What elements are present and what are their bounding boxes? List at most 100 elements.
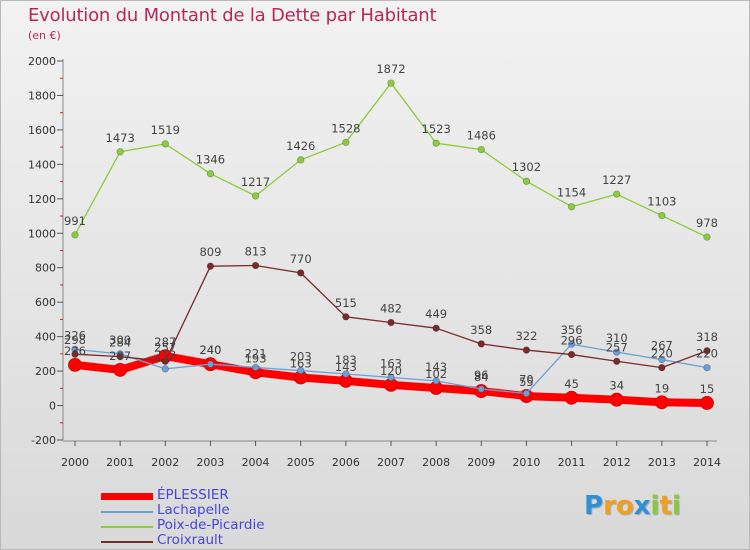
data-label: 163 — [380, 356, 402, 370]
data-point — [700, 396, 714, 410]
data-point — [387, 318, 395, 327]
data-label: 213 — [154, 348, 176, 362]
data-point — [567, 350, 576, 359]
data-point — [613, 348, 621, 356]
data-label: 515 — [335, 296, 357, 310]
data-point — [251, 261, 260, 270]
data-point — [522, 346, 531, 354]
y-tick-label: -200 — [31, 434, 56, 447]
y-tick-label: 0 — [49, 400, 56, 413]
legend-swatch — [101, 511, 153, 513]
data-point — [342, 313, 350, 321]
data-label: 1528 — [331, 121, 360, 135]
data-label: 183 — [335, 353, 357, 367]
data-point — [297, 156, 305, 164]
data-point — [71, 350, 79, 358]
x-tick-label: 2007 — [377, 456, 405, 469]
data-label: 257 — [606, 340, 628, 354]
data-point — [567, 340, 576, 348]
x-tick-label: 2001 — [106, 456, 134, 469]
data-label: 70 — [519, 372, 534, 386]
data-label: 813 — [245, 244, 267, 258]
y-tick-label: 1000 — [28, 227, 56, 240]
data-label: 220 — [696, 347, 718, 361]
data-label: 1872 — [376, 62, 405, 76]
data-label: 236 — [64, 344, 86, 358]
data-label: 1103 — [647, 195, 676, 209]
chart-subtitle: (en €) — [28, 29, 61, 42]
data-point — [71, 231, 79, 239]
data-label: 34 — [609, 379, 624, 393]
data-label: 84 — [474, 370, 489, 384]
logo-letter: i — [650, 491, 660, 521]
data-label: 809 — [199, 245, 221, 259]
data-label: 310 — [606, 331, 628, 345]
logo-letter: P — [584, 491, 604, 521]
data-point — [703, 363, 711, 372]
x-tick-label: 2002 — [151, 456, 179, 469]
legend-label: Poix-de-Picardie — [157, 517, 265, 533]
logo-letter: t — [659, 491, 672, 521]
x-tick-label: 2008 — [422, 456, 450, 469]
data-label: 322 — [515, 329, 537, 343]
legend-label: ÉPLESSIER — [157, 487, 229, 503]
data-label: 318 — [696, 330, 718, 344]
data-point — [703, 233, 711, 241]
logo-letter: o — [615, 491, 634, 521]
data-point — [522, 177, 531, 185]
data-label: 96 — [474, 368, 489, 382]
data-point — [116, 352, 124, 361]
series-line-poix-de-picardie — [74, 82, 708, 238]
data-point — [477, 385, 485, 393]
data-label: 1519 — [151, 123, 180, 137]
y-tick-label: 2000 — [28, 55, 56, 68]
data-point — [432, 324, 440, 332]
data-label: 193 — [245, 351, 267, 365]
data-point — [387, 79, 395, 87]
logo-letter: r — [603, 491, 616, 521]
data-label: 284 — [109, 336, 131, 350]
data-label: 1473 — [106, 131, 135, 145]
data-label: 221 — [245, 346, 267, 360]
data-point — [113, 362, 128, 377]
data-point — [658, 211, 666, 220]
data-point — [342, 370, 350, 378]
data-label: 1523 — [422, 122, 451, 136]
proxiti-logo: Proxiti — [584, 491, 681, 521]
data-label: 298 — [64, 333, 86, 347]
data-point — [206, 262, 215, 270]
data-point — [654, 395, 669, 410]
data-label: 45 — [564, 377, 579, 391]
data-label: 143 — [425, 360, 447, 374]
data-label: 267 — [651, 339, 673, 353]
data-point — [658, 363, 666, 372]
data-point — [703, 347, 711, 355]
data-label: 1302 — [512, 160, 541, 174]
legend-label: Croixrault — [157, 532, 224, 548]
data-point — [567, 203, 576, 211]
y-tick-label: 1400 — [28, 158, 56, 171]
data-point — [251, 192, 260, 200]
data-point — [609, 392, 624, 407]
data-label: 240 — [199, 343, 221, 357]
x-tick-label: 2009 — [467, 456, 495, 469]
data-label: 1227 — [602, 173, 631, 187]
data-label: 55 — [519, 375, 534, 389]
data-point — [387, 373, 395, 382]
data-point — [477, 340, 485, 348]
legend-swatch — [101, 493, 153, 500]
data-point — [206, 169, 215, 178]
x-tick-label: 2006 — [332, 456, 360, 469]
data-label: 1217 — [241, 175, 270, 189]
data-label: 1486 — [467, 129, 496, 143]
data-point — [432, 139, 440, 147]
data-label: 1154 — [557, 186, 586, 200]
data-point — [613, 357, 621, 365]
data-point — [116, 148, 124, 156]
data-label: 356 — [561, 323, 583, 337]
data-point — [297, 366, 305, 375]
data-label: 1346 — [196, 153, 225, 167]
data-label: 163 — [290, 356, 312, 370]
